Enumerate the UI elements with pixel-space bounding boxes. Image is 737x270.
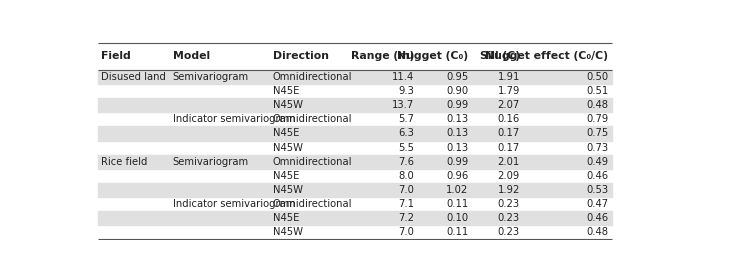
Text: 0.96: 0.96 xyxy=(447,171,469,181)
Text: Disused land: Disused land xyxy=(101,72,166,82)
Text: 1.91: 1.91 xyxy=(497,72,520,82)
Bar xyxy=(98,211,612,225)
Text: 0.95: 0.95 xyxy=(447,72,469,82)
Text: 2.09: 2.09 xyxy=(497,171,520,181)
Text: 7.6: 7.6 xyxy=(398,157,414,167)
Text: 7.0: 7.0 xyxy=(399,227,414,237)
Text: 1.92: 1.92 xyxy=(497,185,520,195)
Text: 0.10: 0.10 xyxy=(447,213,469,223)
Text: 0.23: 0.23 xyxy=(497,213,520,223)
Text: N45W: N45W xyxy=(273,227,303,237)
Bar xyxy=(98,155,612,169)
Text: Omnidirectional: Omnidirectional xyxy=(273,157,352,167)
Text: 9.3: 9.3 xyxy=(399,86,414,96)
Text: N45W: N45W xyxy=(273,100,303,110)
Text: 0.16: 0.16 xyxy=(497,114,520,124)
Text: 0.99: 0.99 xyxy=(447,157,469,167)
Text: 0.53: 0.53 xyxy=(587,185,609,195)
Text: 7.1: 7.1 xyxy=(398,199,414,209)
Text: Nugget (C₀): Nugget (C₀) xyxy=(397,51,469,61)
Text: Semivariogram: Semivariogram xyxy=(172,72,249,82)
Text: Rice field: Rice field xyxy=(101,157,147,167)
Text: 0.13: 0.13 xyxy=(447,129,469,139)
Text: 7.2: 7.2 xyxy=(398,213,414,223)
Text: N45W: N45W xyxy=(273,143,303,153)
Text: 5.5: 5.5 xyxy=(398,143,414,153)
Text: 0.48: 0.48 xyxy=(587,227,609,237)
Text: Omnidirectional: Omnidirectional xyxy=(273,199,352,209)
Text: N45E: N45E xyxy=(273,171,299,181)
Text: Nugget effect (C₀/C): Nugget effect (C₀/C) xyxy=(486,51,609,61)
Text: 2.07: 2.07 xyxy=(497,100,520,110)
Text: 0.46: 0.46 xyxy=(587,171,609,181)
Text: 5.7: 5.7 xyxy=(398,114,414,124)
Text: 1.79: 1.79 xyxy=(497,86,520,96)
Bar xyxy=(98,98,612,112)
Text: 0.75: 0.75 xyxy=(586,129,609,139)
Text: 0.23: 0.23 xyxy=(497,199,520,209)
Text: 0.73: 0.73 xyxy=(587,143,609,153)
Text: 0.79: 0.79 xyxy=(586,114,609,124)
Text: 0.17: 0.17 xyxy=(497,143,520,153)
Text: Range (m): Range (m) xyxy=(351,51,414,61)
Text: 2.01: 2.01 xyxy=(497,157,520,167)
Text: 0.17: 0.17 xyxy=(497,129,520,139)
Text: Field: Field xyxy=(101,51,131,61)
Text: Omnidirectional: Omnidirectional xyxy=(273,114,352,124)
Text: 8.0: 8.0 xyxy=(399,171,414,181)
Text: 0.13: 0.13 xyxy=(447,114,469,124)
Text: N45W: N45W xyxy=(273,185,303,195)
Text: 13.7: 13.7 xyxy=(392,100,414,110)
Text: 0.46: 0.46 xyxy=(587,213,609,223)
Text: 1.02: 1.02 xyxy=(447,185,469,195)
Text: 0.90: 0.90 xyxy=(447,86,469,96)
Text: 6.3: 6.3 xyxy=(399,129,414,139)
Text: 7.0: 7.0 xyxy=(399,185,414,195)
Text: 0.23: 0.23 xyxy=(497,227,520,237)
Text: 0.48: 0.48 xyxy=(587,100,609,110)
Text: Semivariogram: Semivariogram xyxy=(172,157,249,167)
Text: 0.13: 0.13 xyxy=(447,143,469,153)
Text: Direction: Direction xyxy=(273,51,329,61)
Text: 0.11: 0.11 xyxy=(447,227,469,237)
Text: 0.51: 0.51 xyxy=(586,86,609,96)
Text: N45E: N45E xyxy=(273,129,299,139)
Text: N45E: N45E xyxy=(273,213,299,223)
Text: Indicator semivariogram: Indicator semivariogram xyxy=(172,199,295,209)
Text: 11.4: 11.4 xyxy=(392,72,414,82)
Bar xyxy=(98,126,612,140)
Text: 0.99: 0.99 xyxy=(447,100,469,110)
Bar xyxy=(98,70,612,84)
Text: 0.49: 0.49 xyxy=(587,157,609,167)
Text: Model: Model xyxy=(172,51,210,61)
Text: Omnidirectional: Omnidirectional xyxy=(273,72,352,82)
Text: Sill (C): Sill (C) xyxy=(480,51,520,61)
Text: N45E: N45E xyxy=(273,86,299,96)
Text: 0.47: 0.47 xyxy=(587,199,609,209)
Text: 0.11: 0.11 xyxy=(447,199,469,209)
Text: Indicator semivariogram: Indicator semivariogram xyxy=(172,114,295,124)
Text: 0.50: 0.50 xyxy=(587,72,609,82)
Bar xyxy=(98,183,612,197)
